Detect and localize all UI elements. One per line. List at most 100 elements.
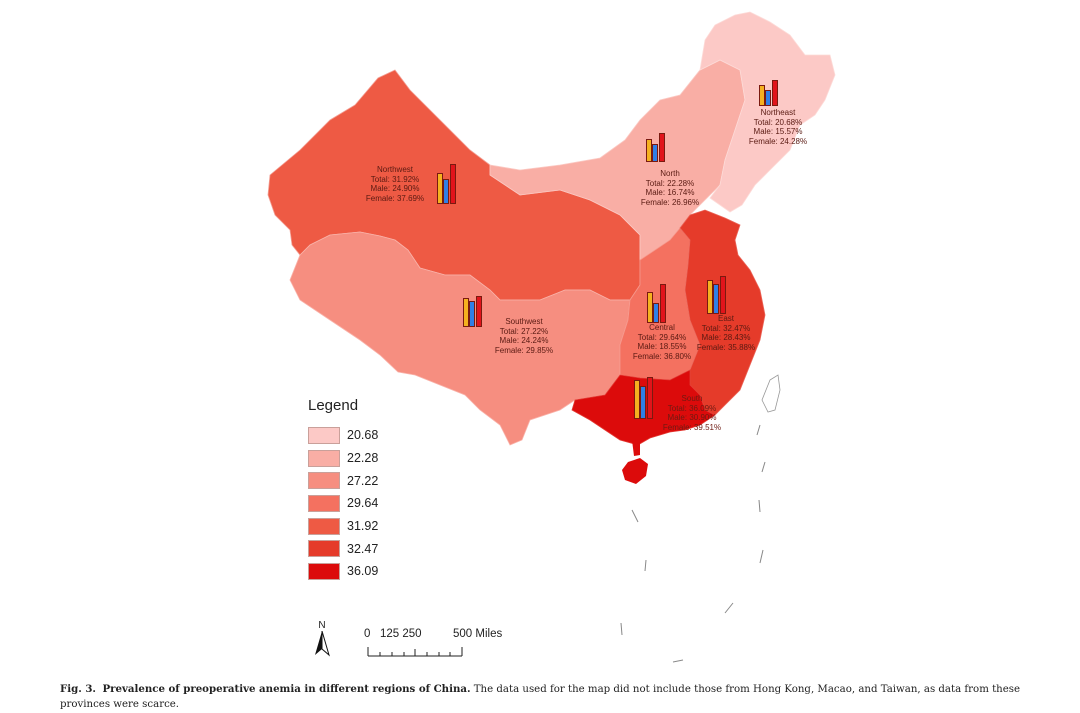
- region-northeast: [699, 11, 836, 213]
- east-bar-chart: [707, 276, 726, 314]
- bar-female: [660, 284, 666, 323]
- scale-label-mid: 125 250: [380, 628, 422, 640]
- region-name: North: [660, 169, 680, 178]
- legend-value: 27.22: [347, 473, 379, 488]
- bar-male: [469, 301, 475, 327]
- bar-total: [707, 280, 713, 314]
- legend-value: 20.68: [347, 428, 379, 443]
- southwest-bar-chart: [463, 296, 482, 327]
- central-label: Central Total: 29.64% Male: 18.55% Femal…: [622, 323, 702, 361]
- scale-label-max: 500 Miles: [453, 628, 503, 640]
- region-name: East: [717, 314, 734, 323]
- bar-female: [772, 80, 778, 106]
- region-name: Southwest: [505, 317, 543, 326]
- north-arrow: N: [312, 620, 332, 662]
- region-name: Central: [649, 323, 675, 332]
- north-label: N: [318, 620, 326, 631]
- bar-male: [653, 303, 659, 323]
- south-bar-chart: [634, 377, 653, 419]
- male-value: Male: 15.57%: [753, 127, 803, 136]
- central-bar-chart: [647, 284, 666, 323]
- scale-bar: 0 125 250 500 Miles: [364, 628, 524, 663]
- north-bar-chart: [646, 133, 665, 162]
- caption-text: The data used for the map did not includ…: [60, 684, 1021, 710]
- south-label: South Total: 36.09% Male: 30.90% Female:…: [652, 394, 732, 432]
- legend-title: Legend: [308, 397, 359, 414]
- region-name: South: [681, 394, 703, 403]
- bar-male: [640, 386, 646, 419]
- legend-item: 22.28: [308, 447, 378, 470]
- legend-value: 22.28: [347, 451, 379, 466]
- nine-dash-line: [620, 424, 766, 663]
- bar-total: [646, 139, 652, 162]
- region-name: Northeast: [760, 108, 796, 117]
- legend-value: 36.09: [347, 564, 379, 579]
- bar-female: [720, 276, 726, 314]
- female-value: Female: 36.80%: [632, 351, 692, 361]
- bar-female: [659, 133, 665, 162]
- north-arrow-icon: [315, 630, 330, 657]
- legend-swatch: [308, 494, 340, 512]
- bar-female: [476, 296, 482, 327]
- legend-swatch: [308, 472, 340, 490]
- legend-item: 20.68: [308, 424, 378, 447]
- bar-total: [463, 298, 469, 327]
- total-value: Total: 36.09%: [667, 403, 717, 413]
- total-value: Total: 32.47%: [701, 323, 751, 333]
- total-value: Total: 27.22%: [499, 326, 549, 336]
- legend-swatch: [308, 540, 340, 558]
- legend-item: 31.92: [308, 515, 378, 538]
- caption-title: Prevalence of preoperative anemia in dif…: [102, 683, 471, 695]
- legend-swatch: [308, 426, 340, 444]
- bar-male: [713, 284, 719, 314]
- male-value: Male: 18.55%: [637, 342, 687, 351]
- bar-male: [765, 90, 771, 106]
- bar-male: [652, 144, 658, 162]
- scale-label-0: 0: [364, 628, 371, 640]
- female-value: Female: 29.85%: [494, 345, 554, 355]
- caption-label: Fig. 3.: [60, 683, 96, 695]
- male-value: Male: 28.43%: [701, 333, 751, 342]
- legend-item: 27.22: [308, 469, 378, 492]
- north-label: North Total: 22.28% Male: 16.74% Female:…: [630, 169, 710, 207]
- legend-swatch: [308, 562, 340, 580]
- region-hainan: [622, 458, 648, 484]
- legend-item: 29.64: [308, 492, 378, 515]
- bar-female: [450, 164, 456, 204]
- female-value: Female: 26.96%: [640, 197, 700, 207]
- northeast-label: Northeast Total: 20.68% Male: 15.57% Fem…: [738, 108, 818, 146]
- region-name: Northwest: [376, 165, 413, 174]
- female-value: Female: 37.69%: [365, 193, 425, 203]
- legend-swatch: [308, 517, 340, 535]
- female-value: Female: 39.51%: [662, 422, 722, 432]
- legend-swatch: [308, 449, 340, 467]
- legend-item: 36.09: [308, 560, 378, 583]
- total-value: Total: 20.68%: [753, 117, 803, 127]
- male-value: Male: 24.90%: [370, 184, 420, 193]
- female-value: Female: 35.88%: [696, 342, 756, 352]
- bar-male: [443, 179, 449, 204]
- male-value: Male: 30.90%: [667, 413, 717, 422]
- legend-item: 32.47: [308, 537, 378, 560]
- map-legend: Legend 20.68 22.28 27.22 29.64 31.92 32.…: [308, 397, 378, 583]
- total-value: Total: 22.28%: [645, 178, 695, 188]
- northwest-bar-chart: [437, 164, 456, 204]
- leizhou-peninsula: [632, 440, 640, 456]
- female-value: Female: 24.28%: [748, 136, 808, 146]
- bar-total: [437, 173, 443, 204]
- legend-value: 31.92: [347, 519, 379, 534]
- bar-female: [647, 377, 653, 419]
- bar-total: [634, 380, 640, 419]
- figure-caption: Fig. 3. Prevalence of preoperative anemi…: [60, 682, 1040, 712]
- legend-value: 29.64: [347, 496, 379, 511]
- southwest-label: Southwest Total: 27.22% Male: 24.24% Fem…: [484, 317, 564, 355]
- total-value: Total: 31.92%: [370, 174, 420, 184]
- male-value: Male: 16.74%: [645, 188, 695, 197]
- male-value: Male: 24.24%: [499, 336, 549, 345]
- northwest-label: Northwest Total: 31.92% Male: 24.90% Fem…: [355, 165, 435, 203]
- northeast-bar-chart: [759, 80, 778, 106]
- taiwan-outline: [761, 374, 781, 413]
- east-label: East Total: 32.47% Male: 28.43% Female: …: [686, 314, 766, 352]
- scale-ruler: [367, 647, 463, 657]
